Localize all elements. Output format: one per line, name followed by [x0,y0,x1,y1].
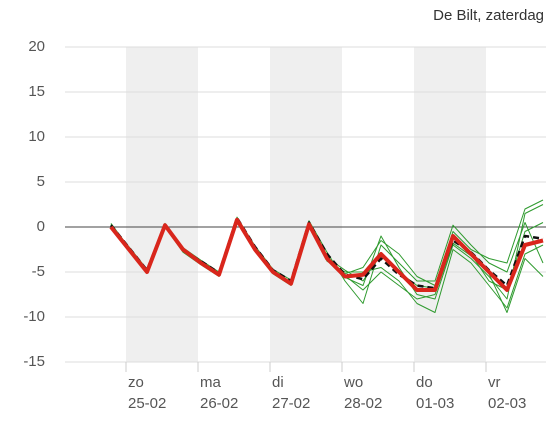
day-band [126,47,198,362]
x-tick-label: wo [343,374,363,391]
x-tick-label: di [272,374,284,391]
y-tick-label: 0 [37,218,45,235]
day-band [270,47,342,362]
y-tick-label: 15 [28,83,45,100]
x-tick-label: ma [200,374,221,391]
x-tick-date: 01-03 [416,395,454,412]
x-tick-date: 27-02 [272,395,310,412]
plot-lines [109,199,544,313]
y-tick-label: 10 [28,128,45,145]
chart-title: De Bilt, zaterdag [433,7,544,24]
x-tick-label: do [416,374,433,391]
x-tick-date: 25-02 [128,395,166,412]
y-tick-label: 20 [28,38,45,55]
y-tick-label: -10 [23,308,45,325]
x-tick-label: zo [128,374,144,391]
x-tick-label: vr [488,374,501,391]
x-tick-date: 02-03 [488,395,526,412]
y-tick-label: -15 [23,353,45,370]
y-tick-label: -5 [32,263,45,280]
x-tick-date: 26-02 [200,395,238,412]
series-line [109,217,544,292]
day-bands [126,47,486,362]
y-tick-label: 5 [37,173,45,190]
x-tick-date: 28-02 [344,395,382,412]
day-band [414,47,486,362]
